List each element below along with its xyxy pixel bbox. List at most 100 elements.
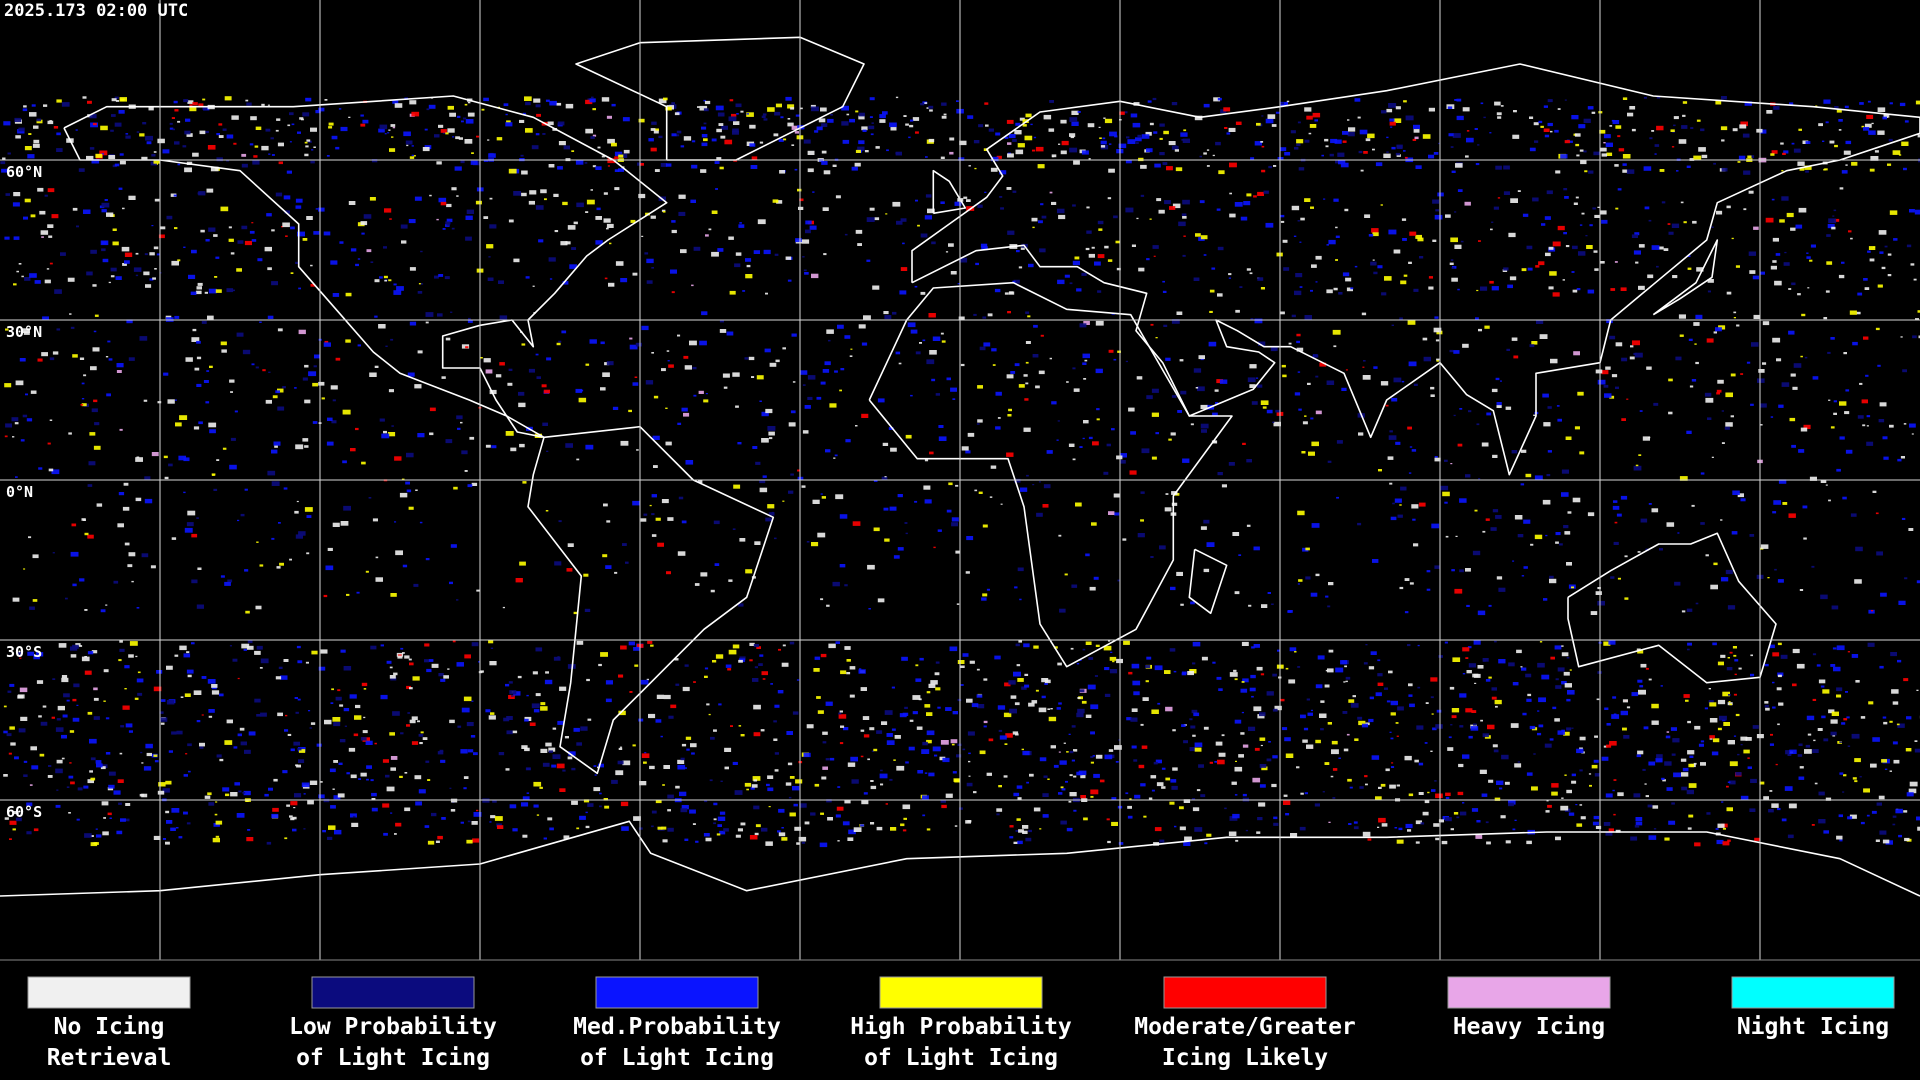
icing-pixel xyxy=(370,779,374,782)
icing-pixel xyxy=(920,103,924,106)
icing-pixel xyxy=(575,388,583,393)
icing-pixel xyxy=(713,822,716,825)
icing-pixel xyxy=(441,376,446,379)
icing-pixel xyxy=(611,779,618,784)
icing-pixel xyxy=(860,755,864,758)
icing-pixel xyxy=(805,220,812,225)
icing-pixel xyxy=(877,398,885,403)
icing-pixel xyxy=(869,97,875,101)
icing-pixel xyxy=(193,690,202,695)
icing-pixel xyxy=(196,286,202,290)
icing-pixel xyxy=(382,759,389,763)
icing-pixel xyxy=(774,752,779,755)
icing-pixel xyxy=(1542,393,1549,398)
icing-pixel xyxy=(1354,738,1359,741)
icing-pixel xyxy=(1567,511,1572,514)
icing-pixel xyxy=(87,779,94,784)
icing-pixel xyxy=(93,399,98,403)
icing-pixel xyxy=(1090,756,1094,758)
icing-pixel xyxy=(12,202,20,207)
icing-pixel xyxy=(1666,787,1673,791)
icing-pixel xyxy=(240,741,247,746)
icing-pixel xyxy=(698,390,704,394)
icing-pixel xyxy=(503,103,509,107)
icing-pixel xyxy=(1500,105,1504,107)
icing-pixel xyxy=(1843,352,1847,355)
icing-pixel xyxy=(1145,131,1152,136)
icing-pixel xyxy=(1474,509,1478,512)
icing-pixel xyxy=(108,155,116,160)
icing-pixel xyxy=(1100,140,1107,145)
icing-pixel xyxy=(928,313,936,318)
icing-pixel xyxy=(374,742,377,745)
icing-pixel xyxy=(417,350,423,354)
icing-pixel xyxy=(1459,725,1464,728)
icing-pixel xyxy=(1219,379,1228,384)
icing-pixel xyxy=(1420,822,1425,825)
icing-pixel xyxy=(1140,519,1144,522)
icing-pixel xyxy=(1687,827,1692,830)
icing-pixel xyxy=(244,749,251,754)
icing-pixel xyxy=(704,667,709,670)
legend-label: Moderate/Greater xyxy=(1134,1014,1356,1040)
icing-pixel xyxy=(1415,841,1420,844)
icing-pixel xyxy=(1809,476,1817,481)
icing-pixel xyxy=(1777,642,1782,646)
icing-pixel xyxy=(1732,646,1737,649)
icing-pixel xyxy=(383,246,387,249)
icing-pixel xyxy=(1777,674,1782,678)
icing-pixel xyxy=(898,362,902,365)
icing-pixel xyxy=(57,705,65,711)
icing-pixel xyxy=(1319,713,1327,718)
icing-pixel xyxy=(1645,667,1649,670)
icing-pixel xyxy=(283,659,289,662)
icing-pixel xyxy=(1877,364,1881,367)
icing-pixel xyxy=(1403,150,1406,152)
icing-pixel xyxy=(794,168,798,171)
icing-pixel xyxy=(23,774,28,777)
icing-pixel xyxy=(607,165,610,167)
icing-pixel xyxy=(1483,659,1487,662)
icing-pixel xyxy=(1678,314,1686,319)
icing-pixel xyxy=(393,672,398,676)
icing-pixel xyxy=(408,219,416,224)
icing-pixel xyxy=(902,242,905,245)
icing-pixel xyxy=(1169,206,1176,210)
icing-pixel xyxy=(1913,278,1917,281)
icing-pixel xyxy=(1385,768,1390,772)
icing-pixel xyxy=(1128,407,1135,412)
icing-pixel xyxy=(1679,476,1688,481)
icing-pixel xyxy=(1825,797,1832,801)
icing-pixel xyxy=(955,550,961,554)
icing-pixel xyxy=(409,662,414,666)
icing-pixel xyxy=(753,704,761,710)
icing-pixel xyxy=(849,666,856,670)
icing-pixel xyxy=(378,324,386,329)
icing-pixel xyxy=(1791,282,1796,286)
icing-pixel xyxy=(1572,245,1578,250)
icing-pixel xyxy=(197,567,202,570)
icing-pixel xyxy=(1363,360,1366,362)
icing-pixel xyxy=(1809,259,1813,262)
icing-pixel xyxy=(835,195,841,199)
icing-pixel xyxy=(1850,237,1853,240)
icing-pixel xyxy=(271,481,280,486)
icing-pixel xyxy=(1772,511,1777,514)
icing-pixel xyxy=(1409,582,1414,585)
icing-pixel xyxy=(1615,386,1619,389)
icing-pixel xyxy=(1545,534,1548,537)
icing-pixel xyxy=(1687,750,1695,755)
icing-pixel xyxy=(827,817,833,821)
icing-pixel xyxy=(1577,391,1584,396)
icing-pixel xyxy=(240,513,245,517)
icing-pixel xyxy=(1335,667,1344,673)
icing-pixel xyxy=(202,98,206,101)
icing-pixel xyxy=(732,130,739,135)
icing-pixel xyxy=(987,313,993,317)
icing-pixel xyxy=(1892,701,1899,705)
icing-pixel xyxy=(52,351,59,355)
icing-pixel xyxy=(1047,708,1051,710)
icing-pixel xyxy=(928,683,936,688)
icing-pixel xyxy=(510,447,517,452)
icing-pixel xyxy=(371,798,376,801)
